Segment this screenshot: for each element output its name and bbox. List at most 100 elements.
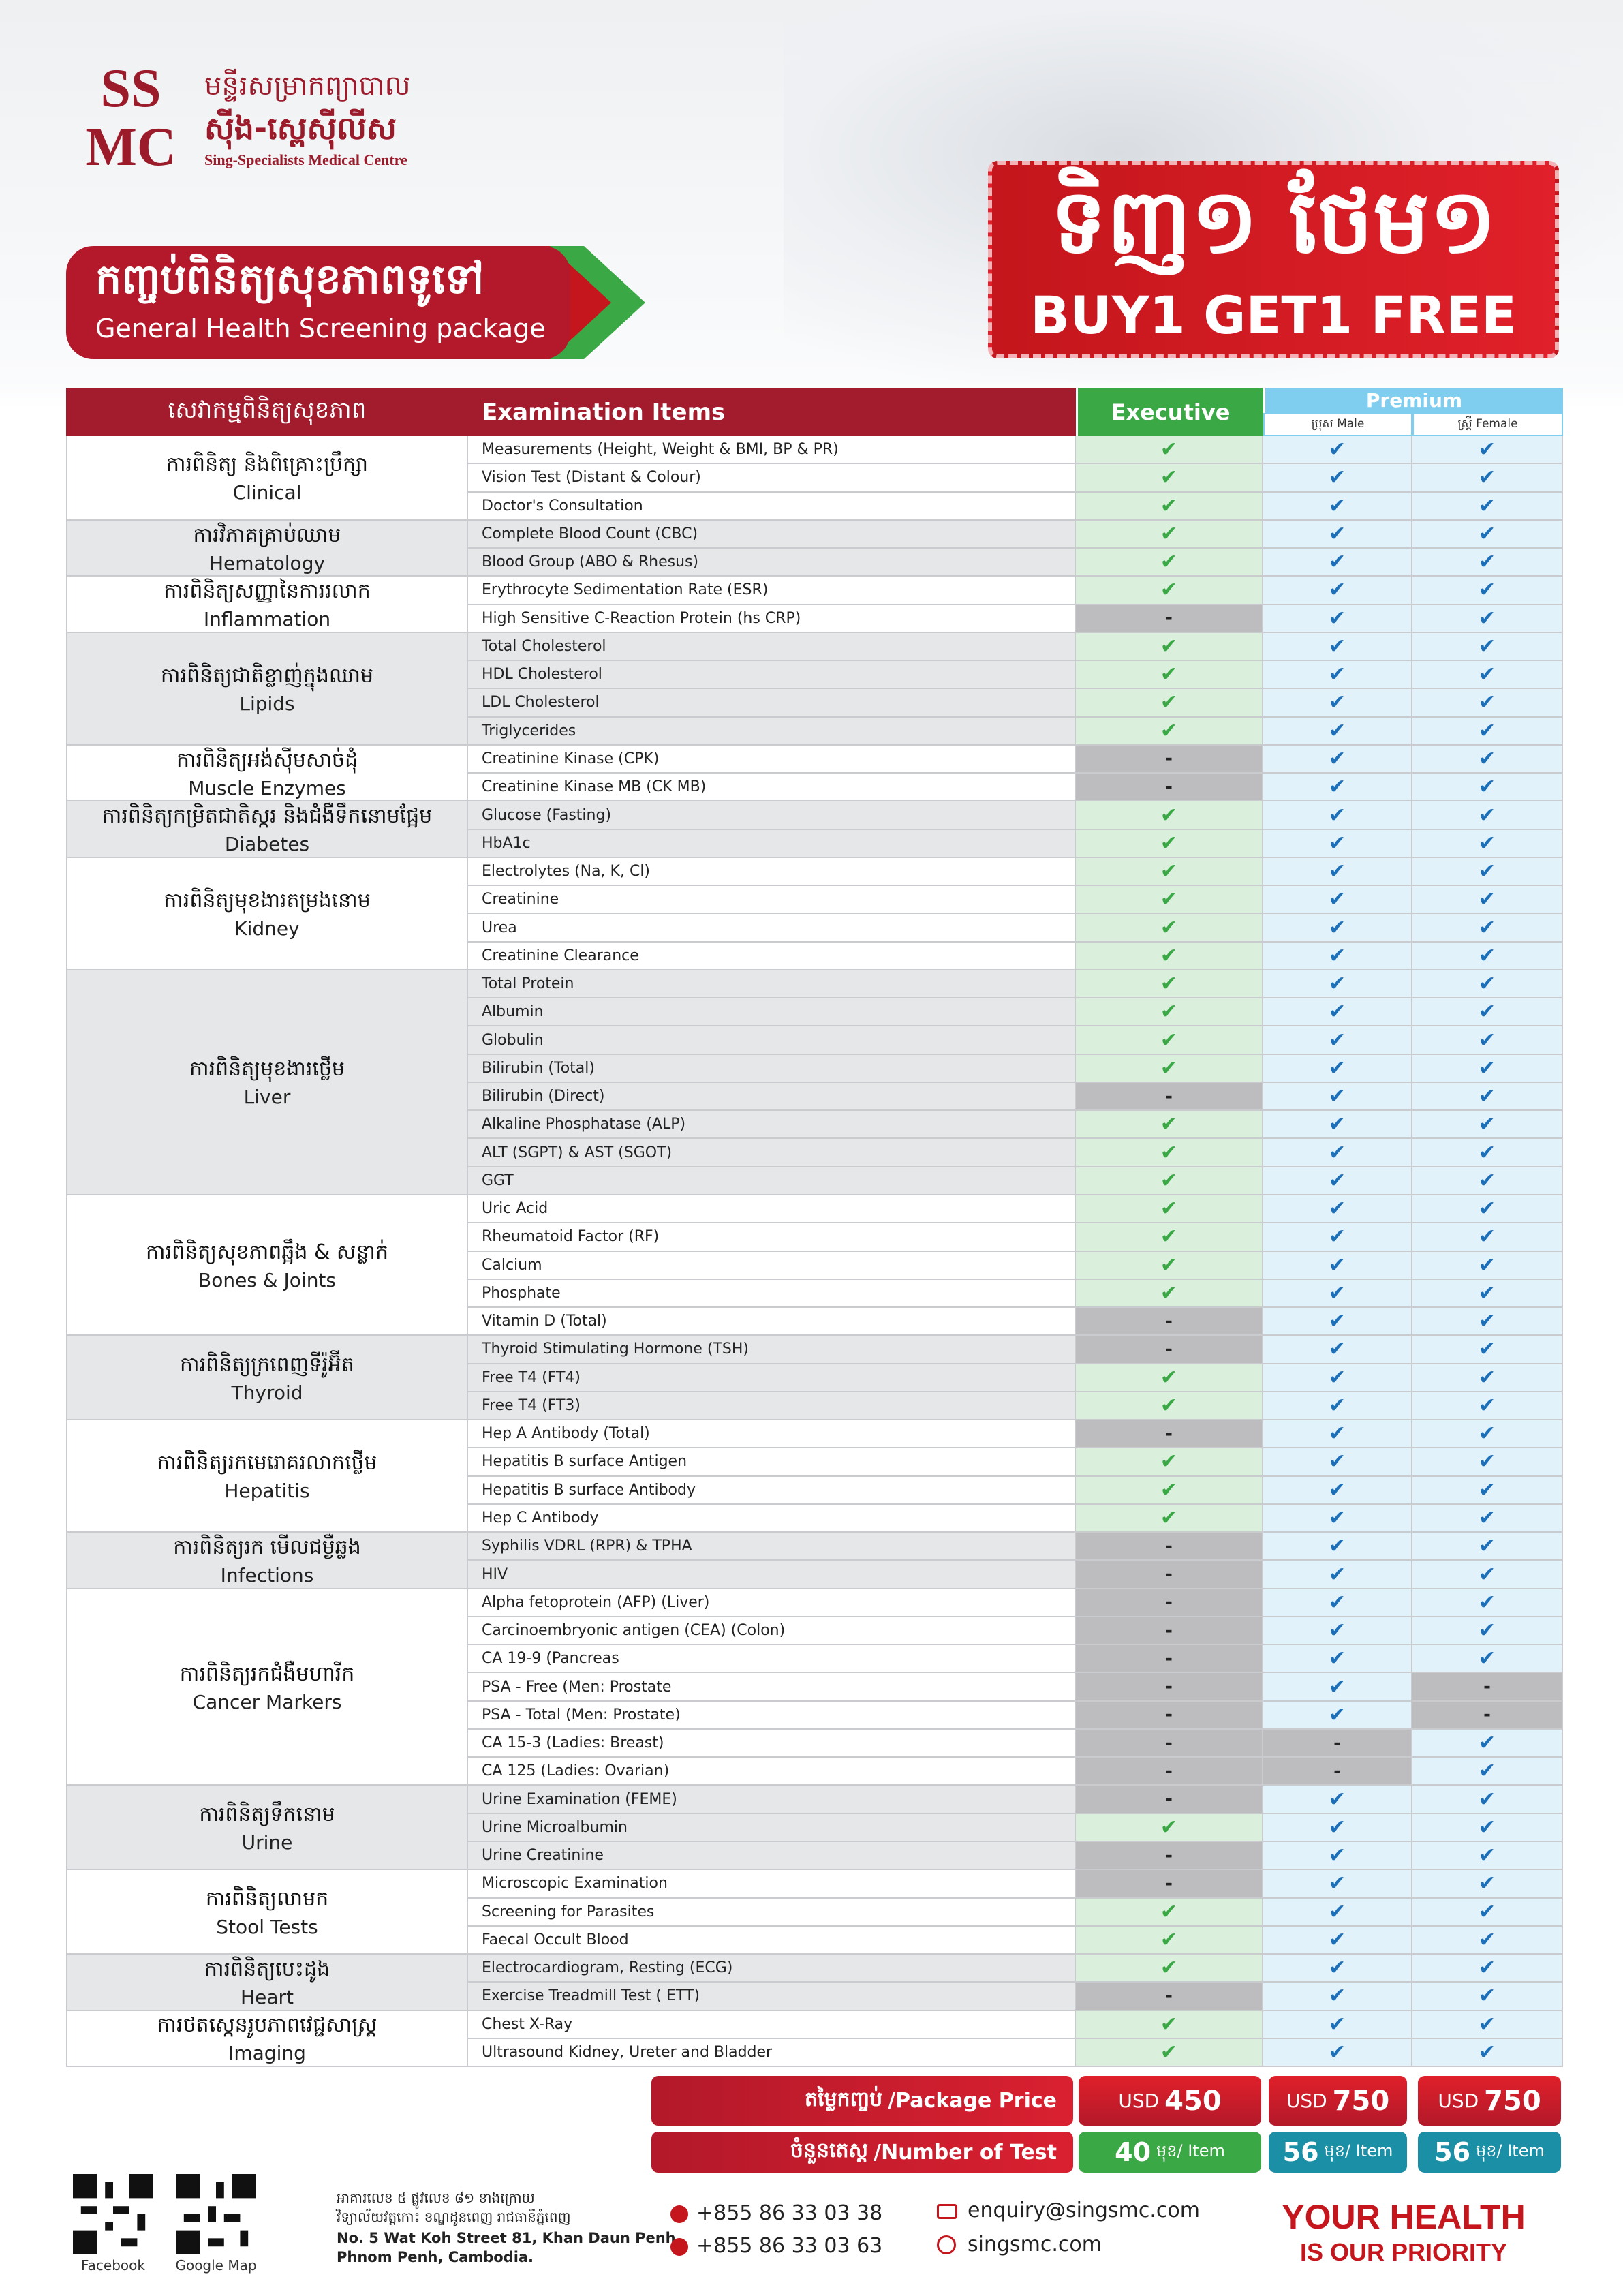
mark-cell: - — [1076, 1786, 1263, 1814]
item-name: HbA1c — [468, 829, 1076, 858]
item-name: Urine Microalbumin — [468, 1813, 1076, 1842]
mark-cell: - — [1076, 774, 1263, 802]
item-name: Creatinine — [468, 886, 1076, 915]
mark-cell: ✔ — [1076, 1955, 1263, 1983]
mark-cell: ✔ — [1412, 549, 1563, 577]
unit: មុខ/ Item — [1156, 2141, 1225, 2160]
mark-cell: ✔ — [1412, 970, 1563, 999]
mark-cell: ✔ — [1076, 632, 1263, 662]
mark-cell: ✔ — [1076, 2038, 1263, 2068]
promo-km: ទិញ១ ថែម១ — [1050, 170, 1497, 273]
group-en: Inflammation — [203, 608, 331, 631]
mark-cell: - — [1263, 1758, 1412, 1786]
mark-cell: ✔ — [1412, 1758, 1563, 1786]
mark-cell: ✔ — [1076, 914, 1263, 943]
header-cell: សេវាកម្មពិនិត្យសុខភាព — [66, 388, 468, 436]
mark-cell: ✔ — [1263, 632, 1412, 662]
mark-cell: ✔ — [1412, 1279, 1563, 1308]
item-name: Bilirubin (Total) — [468, 1054, 1076, 1083]
group-km: ការពិនិត្យមុខងារថ្លើម — [189, 1057, 345, 1082]
mark-cell: ✔ — [1263, 1026, 1412, 1055]
mark-cell: - — [1076, 1308, 1263, 1336]
mark-cell: ✔ — [1076, 1364, 1263, 1392]
mark-cell: ✔ — [1263, 829, 1412, 858]
item-name: Hepatitis B surface Antigen — [468, 1448, 1076, 1477]
item-name: CA 125 (Ladies: Ovarian) — [468, 1758, 1076, 1786]
mark-cell: ✔ — [1412, 577, 1563, 605]
group-km: ការពិនិត្យ និងពិគ្រោះប្រឹក្សា — [166, 453, 369, 477]
promo-en: BUY1 GET1 FREE — [1030, 285, 1517, 346]
website: singsmc.com — [968, 2233, 1102, 2256]
mark-cell: - — [1076, 1870, 1263, 1899]
label-en: /Number of Test — [874, 2140, 1057, 2164]
item-name: Doctor's Consultation — [468, 492, 1076, 521]
mark-cell: - — [1076, 1983, 1263, 2011]
pricing-value: 56 មុខ/ Item — [1269, 2132, 1407, 2173]
item-name: Syphilis VDRL (RPR) & TPHA — [468, 1533, 1076, 1561]
group-km: ការវិភាគគ្រាប់ឈាម — [193, 523, 341, 547]
group-en: Cancer Markers — [192, 1690, 342, 1713]
mark-cell: ✔ — [1263, 2038, 1412, 2068]
label-km: តម្លៃកញ្ចប់ — [804, 2087, 883, 2111]
mark-cell: ✔ — [1263, 1167, 1412, 1195]
mark-cell: ✔ — [1076, 1926, 1263, 1955]
item-name: Total Cholesterol — [468, 632, 1076, 662]
mark-cell: - — [1076, 1617, 1263, 1646]
address: វិទ្យាល័យវត្តកោះ ខណ្ឌដូនពេញ រាជធានីភ្នំព… — [337, 2209, 571, 2225]
item-name: PSA - Free (Men: Prostate — [468, 1673, 1076, 1702]
qr-map — [176, 2174, 256, 2254]
name-km: មន្ទីរសម្រាកព្យាបាល — [204, 70, 411, 102]
mark-cell: ✔ — [1412, 661, 1563, 690]
item-name: Erythrocyte Sedimentation Rate (ESR) — [468, 577, 1076, 605]
mark-cell: ✔ — [1412, 1617, 1563, 1646]
group-km: ការពិនិត្យលាមក — [205, 1886, 329, 1911]
mark-cell: ✔ — [1263, 998, 1412, 1027]
mark-cell: ✔ — [1263, 1589, 1412, 1617]
package-title-km: កញ្ចប់ពិនិត្យសុខភាពទូទៅ — [95, 256, 484, 303]
group-cell: ការពិនិត្យកម្រិតជាតិស្ករ និងជំងឺទឹកនោមផ្… — [66, 801, 468, 858]
item-name: CA 19-9 (Pancreas — [468, 1645, 1076, 1674]
mark-cell: ✔ — [1263, 774, 1412, 802]
mark-cell: ✔ — [1076, 1251, 1263, 1280]
mark-cell: ✔ — [1263, 1054, 1412, 1083]
header-cell: Executive — [1076, 388, 1263, 436]
mark-cell: ✔ — [1412, 1195, 1563, 1224]
header-cell: Examination Items — [468, 388, 1076, 436]
mark-cell: ✔ — [1263, 1392, 1412, 1421]
item-name: Electrocardiogram, Resting (ECG) — [468, 1955, 1076, 1983]
mark-cell: - — [1076, 1645, 1263, 1674]
mark-cell: ✔ — [1076, 1054, 1263, 1083]
mark-cell: ✔ — [1263, 886, 1412, 915]
label-km: ចំនួនតេស្ត — [790, 2139, 869, 2162]
mark-cell: ✔ — [1263, 1504, 1412, 1533]
item-name: Hep A Antibody (Total) — [468, 1420, 1076, 1449]
mark-cell: ✔ — [1263, 1139, 1412, 1167]
item-name: Urine Creatinine — [468, 1842, 1076, 1871]
mark-cell: ✔ — [1263, 1308, 1412, 1336]
mark-cell: ✔ — [1412, 1139, 1563, 1167]
mark-cell: ✔ — [1263, 1926, 1412, 1955]
mark-cell: ✔ — [1076, 661, 1263, 690]
item-name: Measurements (Height, Weight & BMI, BP &… — [468, 436, 1076, 465]
mark-cell: - — [1076, 1729, 1263, 1758]
mark-cell: ✔ — [1076, 829, 1263, 858]
item-name: HDL Cholesterol — [468, 661, 1076, 690]
web-icon — [937, 2235, 956, 2254]
item-name: Bilirubin (Direct) — [468, 1082, 1076, 1112]
logo: SS MC — [66, 59, 196, 188]
mark-cell: ✔ — [1076, 549, 1263, 577]
amount: 450 — [1164, 2085, 1222, 2117]
item-name: Alpha fetoprotein (AFP) (Liver) — [468, 1589, 1076, 1617]
qr-label: Google Map — [175, 2257, 257, 2274]
mark-cell: ✔ — [1412, 1786, 1563, 1814]
item-name: Creatinine Kinase (CPK) — [468, 745, 1076, 774]
group-km: ការពិនិត្យមុខងារតម្រងនោម — [164, 888, 371, 913]
currency: USD — [1286, 2090, 1327, 2112]
email: enquiry@singsmc.com — [968, 2199, 1200, 2222]
name-km2: ស៊ីង-ស្ពេស៊ីលីស — [204, 110, 397, 147]
slogan: IS OUR PRIORITY — [1299, 2238, 1508, 2266]
group-km: ការពិនិត្យទឹកនោម — [199, 1802, 335, 1826]
mark-cell: ✔ — [1263, 1082, 1412, 1112]
mark-cell: ✔ — [1076, 1448, 1263, 1477]
